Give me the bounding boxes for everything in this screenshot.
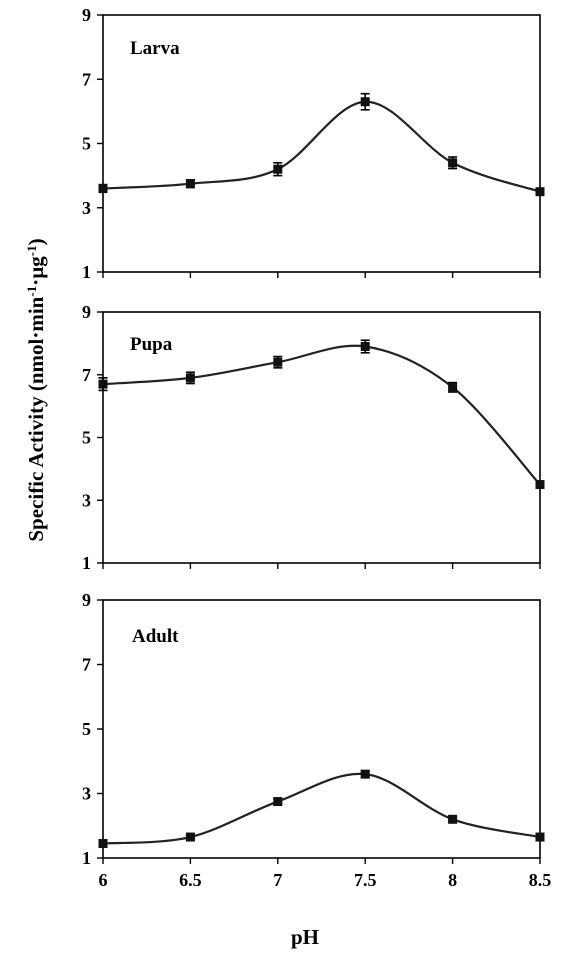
series-line: [102, 772, 541, 845]
x-tick-label: 7: [273, 870, 282, 890]
y-axis-title-mid: ·µg: [24, 256, 48, 286]
data-point: [273, 797, 283, 807]
y-axis-title-end: ): [24, 238, 48, 245]
y-tick-label: 3: [82, 198, 91, 218]
data-point: [448, 158, 458, 168]
data-point: [448, 382, 458, 392]
y-tick-label: 5: [82, 428, 91, 448]
data-point: [360, 342, 370, 352]
data-point: [185, 179, 195, 189]
y-tick-label: 7: [82, 365, 91, 385]
y-tick-label: 9: [82, 302, 91, 322]
data-point: [273, 357, 283, 367]
x-tick-label: 6.5: [179, 870, 202, 890]
data-point: [535, 187, 545, 197]
y-tick-label: 5: [82, 134, 91, 154]
data-point: [273, 164, 283, 174]
panel-pupa: 1 3 5 7 9 Pupa: [82, 302, 545, 573]
panel-label: Larva: [130, 38, 180, 59]
x-tick-label: 7.5: [354, 870, 377, 890]
panel-label: Pupa: [130, 334, 173, 355]
data-point: [185, 832, 195, 842]
data-point: [98, 379, 108, 389]
y-axis-title: Specific Activity (nmol·min-1·µg-1): [24, 238, 49, 541]
panel-adult: 1 3 5 7 9 6 6.5 7 7.5 8 8.5 Adult: [82, 590, 551, 890]
data-point: [360, 97, 370, 107]
x-axis-title: pH: [291, 925, 319, 949]
y-tick-label: 7: [82, 655, 91, 675]
data-point: [448, 814, 458, 824]
x-tick-label: 8.5: [529, 870, 552, 890]
data-point: [535, 480, 545, 490]
y-tick-label: 9: [82, 590, 91, 610]
y-tick-label: 1: [82, 848, 91, 868]
series-line: [102, 344, 541, 486]
y-axis-title-sup1: -1: [24, 286, 39, 297]
data-point: [185, 373, 195, 383]
panel-label: Adult: [132, 626, 179, 647]
data-point: [535, 832, 545, 842]
y-tick-label: 9: [82, 5, 91, 25]
y-tick-label: 3: [82, 784, 91, 804]
y-tick-label: 1: [82, 262, 91, 282]
panel-larva: 1 3 5 7 9 Larva: [82, 5, 545, 282]
data-point: [98, 183, 108, 193]
x-tick-label: 6: [99, 870, 108, 890]
data-point: [98, 838, 108, 848]
y-tick-label: 1: [82, 553, 91, 573]
x-tick-label: 8: [448, 870, 457, 890]
data-point: [360, 769, 370, 779]
y-axis-title-base: Specific Activity (nmol·min: [24, 296, 48, 541]
y-tick-label: 3: [82, 490, 91, 510]
y-tick-label: 5: [82, 719, 91, 739]
panels: 1 3 5 7 9 Larva 1 3 5 7 9 Pupa 1 3 5 7 9 6 6.5 7 7.5 8 8.5 Adul…: [82, 5, 551, 890]
y-tick-label: 7: [82, 69, 91, 89]
series-line: [102, 100, 541, 193]
y-axis-title-sup2: -1: [24, 245, 39, 256]
